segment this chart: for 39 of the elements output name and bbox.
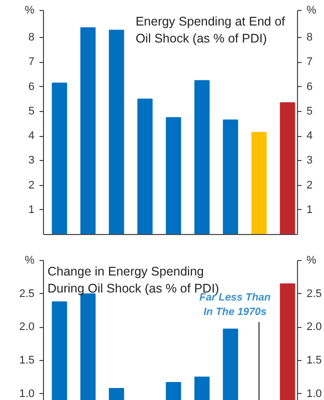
bar	[222, 120, 238, 234]
y-tick-label: 5	[28, 105, 35, 118]
bar	[166, 117, 182, 234]
y2-axis-title: %	[306, 254, 316, 266]
y2-tick-label: 7	[306, 56, 313, 68]
y-tick-label: 6	[28, 80, 35, 93]
y2-axis-title: %	[306, 4, 316, 16]
bar	[80, 27, 96, 234]
bar	[280, 102, 296, 234]
y-tick-label: 1.5	[19, 354, 35, 366]
bar	[194, 80, 210, 234]
y2-tick-label: 1.5	[306, 354, 322, 366]
y2-tick-label: 1.0	[306, 388, 322, 400]
y2-tick-label: 6	[306, 80, 313, 93]
y-tick-label: 3	[28, 154, 35, 167]
y-tick-label: 2	[28, 179, 35, 192]
y-tick-label: 2.5	[19, 288, 35, 300]
y-tick-label: 1.0	[19, 388, 35, 400]
y2-tick-label: 2.0	[306, 321, 322, 334]
y2-tick-label: 3	[306, 154, 313, 167]
y2-tick-label: 5	[306, 105, 313, 118]
bar	[108, 30, 124, 234]
y2-tick-label: 2	[306, 179, 313, 192]
y2-tick-label: 1	[306, 204, 313, 216]
y2-tick-label: 2.5	[306, 288, 322, 300]
y-tick-label: 2.0	[19, 321, 35, 334]
bar	[137, 98, 153, 234]
y-tick-label: 8	[28, 32, 35, 44]
y2-tick-label: 8	[306, 32, 313, 44]
text: Change in Energy Spending During Oil Shock (as % of PDI)	[47, 264, 220, 296]
bar	[52, 82, 68, 234]
bar	[251, 132, 267, 234]
y-tick-label: 4	[28, 130, 35, 142]
y-tick-label: 1	[28, 204, 35, 216]
text: Energy Spending at End of Oil Shock (as % of PDI)	[136, 14, 286, 46]
y-axis-title: %	[24, 4, 35, 16]
y2-tick-label: 4	[306, 130, 313, 142]
y-tick-label: 7	[28, 56, 35, 68]
y-axis-title: %	[24, 254, 35, 266]
